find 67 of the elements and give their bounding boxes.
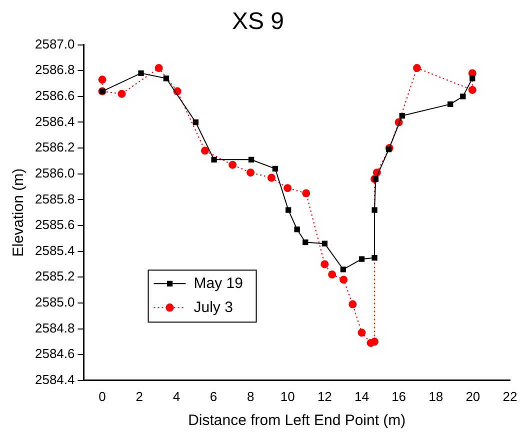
x-tick-label: 16 xyxy=(392,388,406,404)
x-tick-label: 2 xyxy=(136,388,143,404)
point xyxy=(302,239,308,246)
point xyxy=(372,207,378,213)
point xyxy=(468,86,476,94)
point xyxy=(294,226,300,232)
y-tick-label: 2586.0 xyxy=(34,165,75,180)
y-tick-label: 2585.8 xyxy=(34,191,75,206)
point xyxy=(211,156,217,163)
legend-label: July 3 xyxy=(194,298,233,316)
x-tick-label: 10 xyxy=(280,388,295,404)
point xyxy=(98,76,106,84)
x-tick-label: 0 xyxy=(98,388,106,404)
point xyxy=(248,156,254,163)
point xyxy=(358,328,366,337)
point xyxy=(138,70,144,76)
point xyxy=(399,112,405,119)
y-axis-title: Elevation (m) xyxy=(10,168,28,257)
x-tick-label: 8 xyxy=(246,388,254,404)
y-tick-label: 2584.8 xyxy=(34,320,75,336)
point xyxy=(200,146,209,155)
y-tick-label: 2586.2 xyxy=(34,140,75,155)
point xyxy=(320,260,329,268)
point xyxy=(340,276,348,284)
x-tick-label: 18 xyxy=(428,388,444,404)
y-tick-label: 2586.6 xyxy=(34,88,75,104)
point xyxy=(358,256,365,262)
point xyxy=(386,146,392,152)
legend-label: May 19 xyxy=(194,274,243,292)
point xyxy=(154,64,163,72)
y-tick-label: 2585.2 xyxy=(34,268,75,284)
x-tick-label: 22 xyxy=(502,388,518,404)
y-tick-label: 2586.4 xyxy=(34,114,75,129)
x-tick-label: 4 xyxy=(172,388,180,404)
point xyxy=(322,240,328,246)
x-tick-label: 6 xyxy=(210,388,218,404)
point xyxy=(192,119,199,126)
x-tick-label: 14 xyxy=(354,388,369,404)
x-tick-label: 12 xyxy=(317,388,332,404)
point xyxy=(340,266,346,272)
y-tick-label: 2584.4 xyxy=(34,372,75,387)
point xyxy=(272,166,278,172)
point xyxy=(470,76,476,82)
point xyxy=(328,270,336,279)
point xyxy=(370,338,379,346)
y-tick-label: 2584.6 xyxy=(34,346,75,362)
point xyxy=(412,64,421,72)
x-axis-title: Distance from Left End Point (m) xyxy=(188,412,406,430)
point xyxy=(284,184,292,192)
chart-title: XS 9 xyxy=(232,8,284,36)
point xyxy=(372,254,378,261)
point xyxy=(246,168,255,177)
point xyxy=(348,300,357,308)
point xyxy=(460,94,466,100)
point xyxy=(228,160,237,169)
point xyxy=(163,76,170,82)
point xyxy=(267,174,276,182)
y-tick-label: 2587.0 xyxy=(34,36,75,52)
y-tick-label: 2586.8 xyxy=(34,62,75,78)
point xyxy=(118,90,126,98)
point xyxy=(286,207,292,213)
point xyxy=(302,189,310,198)
y-tick-label: 2585.6 xyxy=(34,217,75,232)
y-tick-label: 2585.0 xyxy=(34,294,75,310)
point xyxy=(448,101,454,108)
y-tick-label: 2585.4 xyxy=(34,242,75,258)
x-tick-label: 20 xyxy=(466,388,480,404)
